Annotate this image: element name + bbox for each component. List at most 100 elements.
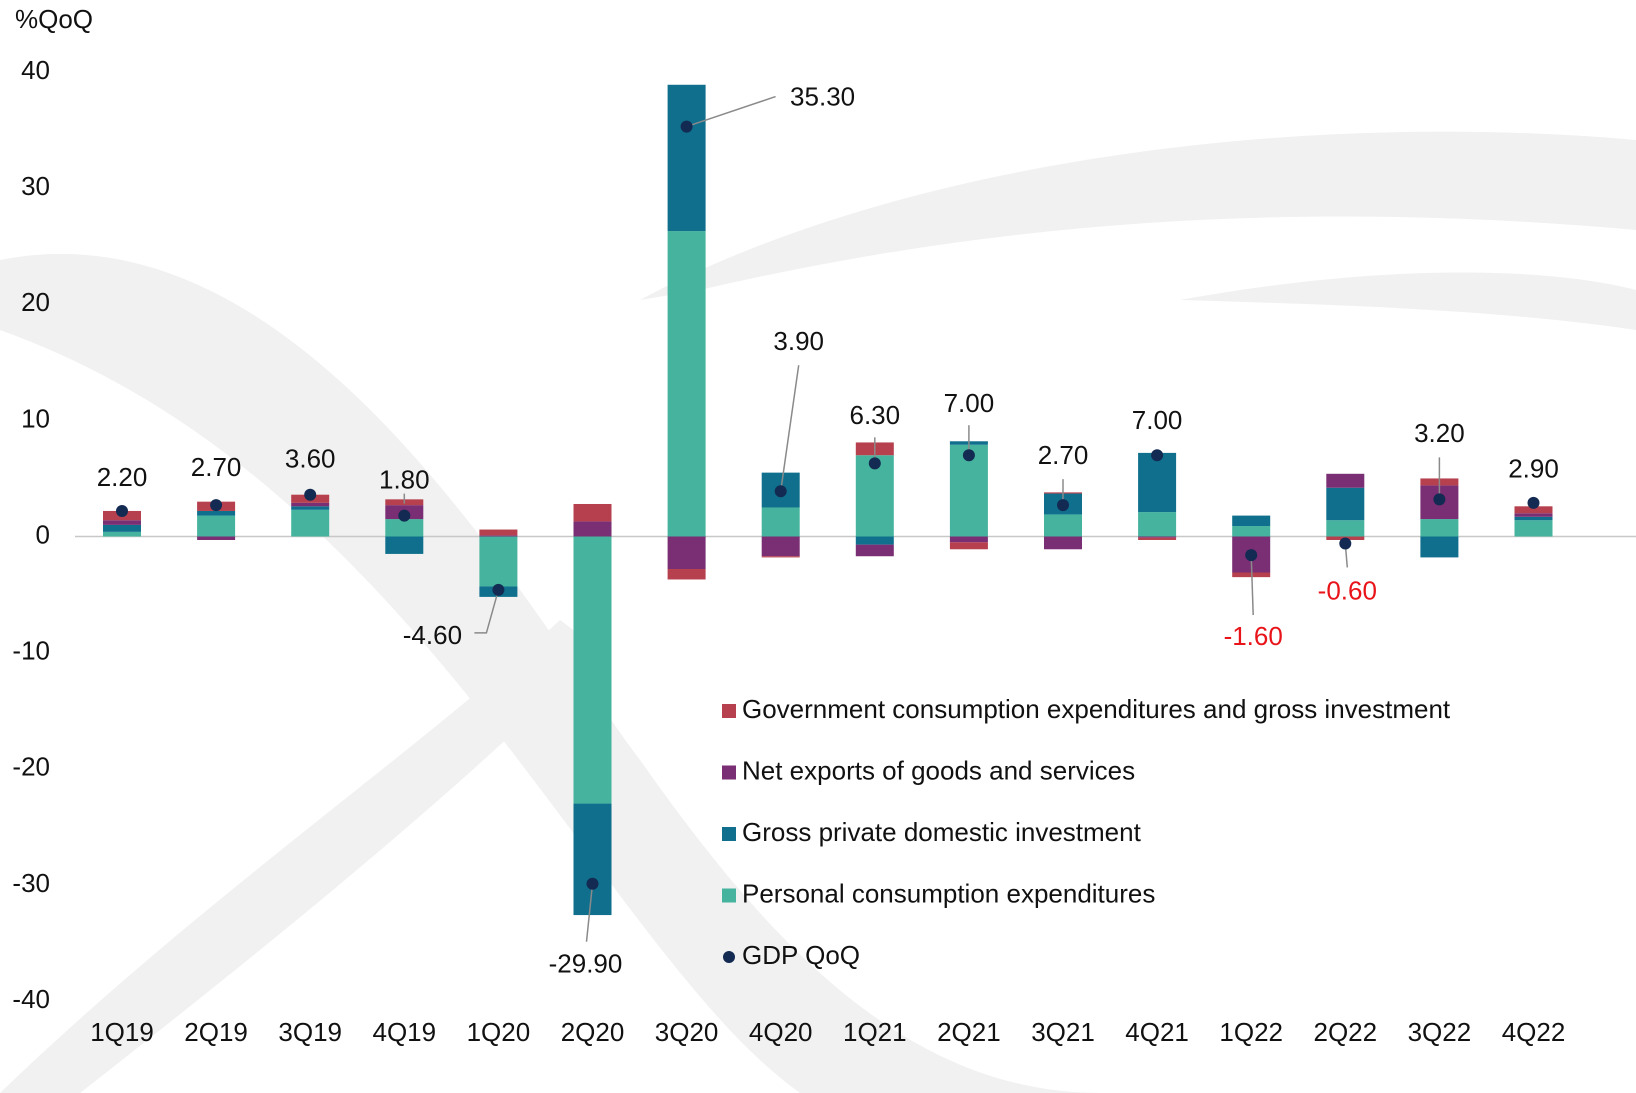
bar-segment bbox=[667, 536, 706, 570]
y-axis-label: %QoQ bbox=[15, 4, 93, 34]
legend-swatch bbox=[722, 827, 736, 841]
data-label: 2.20 bbox=[97, 462, 148, 492]
leader-line bbox=[686, 95, 776, 128]
bar-segment bbox=[1232, 515, 1271, 527]
data-label: 7.00 bbox=[1132, 405, 1183, 435]
bar-segment bbox=[197, 536, 236, 540]
bar-segment bbox=[667, 569, 706, 580]
bar-segment bbox=[761, 507, 800, 537]
data-label: 2.70 bbox=[191, 452, 242, 482]
bar-segment bbox=[1138, 536, 1177, 538]
bar-segment bbox=[761, 536, 800, 557]
gdp-dot bbox=[680, 120, 693, 133]
x-tick-label: 3Q21 bbox=[1031, 1017, 1095, 1047]
bar-segment bbox=[949, 542, 988, 550]
x-tick-label: 2Q19 bbox=[184, 1017, 248, 1047]
x-tick-label: 3Q19 bbox=[278, 1017, 342, 1047]
bar-segment bbox=[103, 520, 141, 525]
y-tick-label: 30 bbox=[21, 171, 50, 201]
y-tick-label: 0 bbox=[36, 519, 50, 549]
data-label: -29.90 bbox=[549, 949, 623, 979]
y-tick-label: -10 bbox=[12, 636, 50, 666]
legend-swatch bbox=[722, 704, 736, 718]
leader-line bbox=[585, 883, 594, 942]
gdp-dot bbox=[586, 877, 599, 890]
legend-label: GDP QoQ bbox=[742, 940, 860, 970]
bar-segment bbox=[197, 515, 236, 537]
bar-segment bbox=[949, 536, 988, 543]
bar-segment bbox=[291, 502, 330, 507]
x-tick-label: 2Q21 bbox=[937, 1017, 1001, 1047]
bar-segment bbox=[573, 503, 612, 522]
x-tick-label: 1Q20 bbox=[467, 1017, 531, 1047]
legend-label: Government consumption expenditures and … bbox=[742, 694, 1451, 724]
watermark bbox=[0, 131, 1636, 1093]
bar-segment bbox=[1420, 536, 1459, 558]
bar-segment bbox=[573, 803, 612, 916]
data-label: -0.60 bbox=[1318, 575, 1377, 605]
gdp-dot bbox=[1527, 496, 1540, 509]
x-tick-label: 4Q22 bbox=[1502, 1017, 1566, 1047]
bar-segment bbox=[197, 510, 236, 516]
gdp-dot bbox=[1151, 449, 1164, 462]
gdp-dot bbox=[210, 499, 223, 512]
data-label: 3.20 bbox=[1414, 418, 1465, 448]
y-tick-label: -30 bbox=[12, 868, 50, 898]
legend-swatch bbox=[722, 888, 736, 903]
legend-swatch bbox=[723, 951, 735, 963]
legend-label: Net exports of goods and services bbox=[742, 755, 1135, 785]
bar-segment bbox=[1514, 506, 1553, 514]
bar-segment bbox=[761, 556, 800, 558]
x-tick-label: 1Q22 bbox=[1219, 1017, 1283, 1047]
x-tick-label: 3Q20 bbox=[655, 1017, 719, 1047]
y-tick-label: 10 bbox=[21, 403, 50, 433]
data-label: 1.80 bbox=[379, 464, 430, 494]
leader-line bbox=[779, 365, 800, 492]
gdp-dot bbox=[868, 457, 881, 470]
bar-segment bbox=[103, 531, 141, 537]
data-label: -1.60 bbox=[1224, 621, 1283, 651]
bar-segment bbox=[1326, 520, 1365, 537]
bar-segment bbox=[291, 506, 330, 510]
x-tick-label: 4Q21 bbox=[1125, 1017, 1189, 1047]
gdp-dot bbox=[1339, 537, 1352, 550]
y-tick-label: 20 bbox=[21, 287, 50, 317]
bar-segment bbox=[573, 536, 612, 804]
gdp-dot bbox=[116, 504, 128, 517]
bar-segment bbox=[1326, 487, 1365, 521]
gdp-dot bbox=[774, 485, 787, 498]
bar-segment bbox=[1326, 473, 1365, 488]
x-tick-label: 4Q19 bbox=[372, 1017, 436, 1047]
leader-line bbox=[474, 589, 500, 634]
gdp-dot bbox=[962, 449, 975, 462]
x-tick-label: 2Q20 bbox=[561, 1017, 625, 1047]
bar-segment bbox=[573, 521, 612, 537]
data-label: 6.30 bbox=[849, 400, 900, 430]
bar-segment bbox=[1138, 537, 1177, 540]
bar-segment bbox=[103, 524, 141, 532]
y-tick-label: -40 bbox=[12, 984, 50, 1014]
data-label: 2.90 bbox=[1508, 454, 1559, 484]
bar-segment bbox=[1514, 516, 1553, 521]
bar-segment bbox=[479, 529, 518, 536]
data-label: 3.60 bbox=[285, 444, 336, 474]
data-label: -4.60 bbox=[403, 620, 462, 650]
y-tick-label: -20 bbox=[12, 752, 50, 782]
gdp-dot bbox=[1245, 549, 1258, 562]
data-label: 3.90 bbox=[773, 326, 824, 356]
bar-segment bbox=[1138, 512, 1177, 537]
bar-segment bbox=[479, 536, 518, 587]
bar-segment bbox=[1044, 514, 1082, 537]
bar-segment bbox=[1044, 536, 1082, 550]
bar-segment bbox=[855, 544, 894, 557]
x-tick-label: 1Q21 bbox=[843, 1017, 907, 1047]
bar-segment bbox=[1514, 513, 1553, 517]
data-label: 2.70 bbox=[1038, 440, 1089, 470]
bar-segment bbox=[1138, 452, 1177, 513]
x-tick-label: 4Q20 bbox=[749, 1017, 813, 1047]
legend-swatch bbox=[722, 765, 736, 780]
bar-segment bbox=[667, 84, 706, 232]
gdp-dot bbox=[398, 509, 411, 522]
data-label: 7.00 bbox=[944, 388, 995, 418]
